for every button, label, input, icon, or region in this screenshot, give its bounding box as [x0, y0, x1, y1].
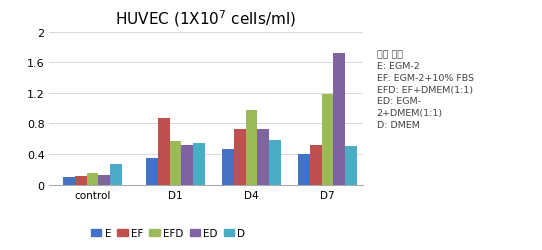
Text: 배지 조건
E: EGM-2
EF: EGM-2+10% FBS
EFD: EF+DMEM(1:1)
ED: EGM-
2+DMEM(1:1)
D: DMEM: 배지 조건 E: EGM-2 EF: EGM-2+10% FBS EFD: EF… — [377, 50, 474, 130]
Bar — [170, 142, 182, 185]
Bar — [333, 54, 345, 185]
Legend: E, EF, EFD, ED, D: E, EF, EFD, ED, D — [87, 224, 250, 242]
Bar — [234, 129, 246, 185]
Bar — [75, 176, 87, 185]
Bar — [246, 111, 257, 185]
Bar — [98, 175, 110, 185]
Bar — [158, 119, 170, 185]
Bar — [146, 158, 158, 185]
Bar — [182, 145, 193, 185]
Bar — [110, 164, 121, 185]
Bar — [345, 147, 357, 185]
Bar — [299, 154, 310, 185]
Bar — [269, 141, 281, 185]
Bar — [193, 143, 205, 185]
Bar — [310, 145, 322, 185]
Bar — [63, 178, 75, 185]
Title: HUVEC (1X10$^7$ cells/ml): HUVEC (1X10$^7$ cells/ml) — [115, 8, 296, 29]
Bar — [87, 174, 98, 185]
Bar — [322, 95, 333, 185]
Bar — [222, 149, 234, 185]
Bar — [257, 129, 269, 185]
